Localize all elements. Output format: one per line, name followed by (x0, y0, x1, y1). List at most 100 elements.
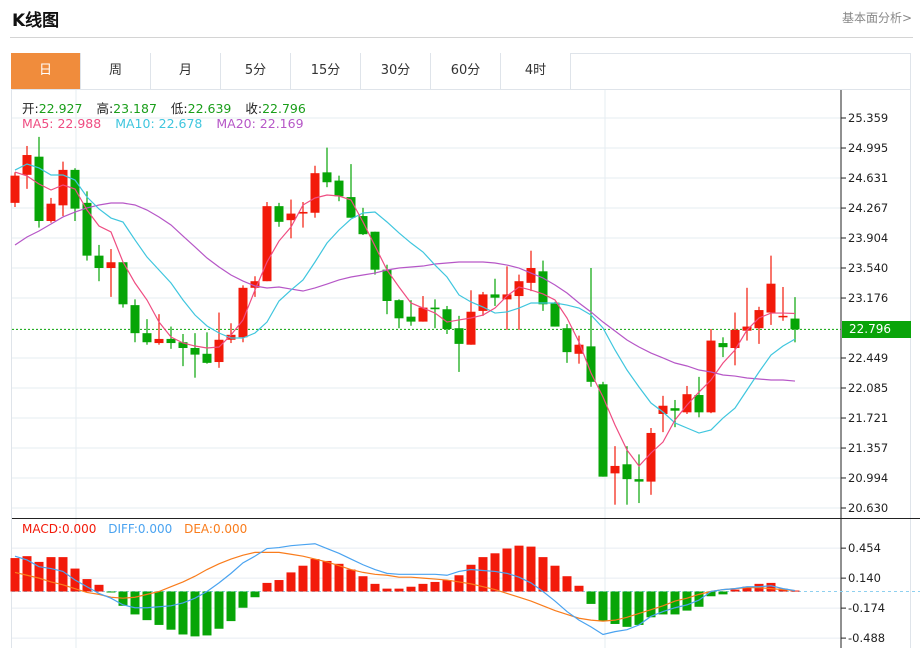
macd-bar (478, 557, 488, 592)
candle-up (214, 339, 224, 363)
candle-down (334, 180, 344, 197)
macd-bar (514, 545, 524, 592)
tab-4hour[interactable]: 4时 (501, 53, 571, 89)
macd-bar (46, 557, 56, 592)
macd-bar (154, 591, 164, 625)
macd-bar (538, 557, 548, 592)
close-value: 22.796 (262, 101, 306, 116)
macd-tick-label: 0.454 (848, 541, 881, 555)
macd-bar (502, 548, 512, 592)
candle-down (538, 271, 548, 305)
fundamental-analysis-link[interactable]: 基本面分析> (841, 11, 912, 25)
candle-up (658, 405, 668, 414)
price-tick-label: 24.995 (848, 141, 888, 155)
candle-down (586, 346, 596, 382)
candle-up (742, 326, 752, 331)
macd-bar (370, 583, 380, 592)
candle-up (502, 294, 512, 300)
tab-15min[interactable]: 15分 (291, 53, 361, 89)
candle-down (454, 328, 464, 344)
close-label: 收: (245, 101, 263, 116)
macd-bar (658, 591, 668, 615)
macd-bar (394, 588, 404, 592)
ohlc-info: 开:22.927 高:23.187 低:22.639 收:22.796 (22, 98, 316, 117)
macd-bar (310, 559, 320, 592)
price-tick-label: 21.357 (848, 441, 888, 455)
macd-bar (262, 582, 272, 592)
tab-5min[interactable]: 5分 (221, 53, 291, 89)
macd-bar (682, 591, 692, 611)
macd-bar (22, 556, 32, 592)
candle-down (718, 343, 728, 348)
macd-legend-diff: DIFF:0.000 (108, 522, 173, 536)
low-value: 22.639 (187, 101, 232, 116)
candle-down (94, 255, 104, 269)
macd-bar (670, 591, 680, 615)
macd-bar (142, 591, 152, 621)
candle-up (226, 334, 236, 340)
candle-down (442, 309, 452, 330)
high-value: 23.187 (113, 101, 157, 116)
candle-up (526, 268, 536, 283)
candle-down (550, 302, 560, 327)
macd-bar (418, 583, 428, 592)
macd-legend-dea: DEA:0.000 (184, 522, 248, 536)
macd-bar (646, 591, 656, 618)
candle-up (466, 311, 476, 345)
candle-up (682, 394, 692, 413)
candle-down (346, 197, 356, 218)
macd-bar (322, 560, 332, 592)
macd-bar (706, 591, 716, 597)
macd-bar (226, 591, 236, 622)
candle-down (430, 307, 440, 310)
candle-up (610, 465, 620, 474)
candle-down (406, 316, 416, 322)
candle-down (598, 384, 608, 477)
ma5-legend: MA5: 22.988 (22, 116, 102, 131)
divider (10, 37, 913, 38)
macd-bar (10, 558, 20, 592)
macd-bar (766, 582, 776, 592)
macd-bar (298, 565, 308, 592)
macd-bar (34, 561, 44, 592)
ma10-line (14, 163, 796, 434)
candle-down (190, 348, 200, 355)
macd-bar (430, 581, 440, 592)
price-tick-label: 23.904 (848, 231, 888, 245)
candle-up (22, 155, 32, 175)
ma20-line (14, 202, 796, 382)
open-label: 开: (22, 101, 39, 116)
macd-bar (622, 591, 632, 627)
candle-up (310, 173, 320, 213)
tab-day[interactable]: 日 (11, 53, 81, 89)
macd-bar (382, 588, 392, 592)
tab-month[interactable]: 月 (151, 53, 221, 89)
candle-down (562, 328, 572, 353)
tab-week[interactable]: 周 (81, 53, 151, 89)
ma-legend: MA5: 22.988 MA10: 22.678 MA20: 22.169 (22, 116, 304, 131)
candle-down (670, 408, 680, 411)
candle-up (58, 169, 68, 206)
macd-tick-label: -0.174 (848, 601, 885, 615)
macd-bar (202, 591, 212, 636)
candle-down (790, 318, 800, 330)
macd-bar (694, 591, 704, 607)
high-label: 高: (96, 101, 114, 116)
candle-down (322, 172, 332, 183)
price-tick-label: 22.085 (848, 381, 888, 395)
macd-bar (178, 591, 188, 635)
macd-bar (562, 576, 572, 592)
page-title: K线图 (12, 11, 60, 31)
macd-legend-macd: MACD:0.000 (22, 522, 97, 536)
macd-bar (742, 586, 752, 592)
macd-tick-label: -0.488 (848, 631, 885, 645)
tab-30min[interactable]: 30分 (361, 53, 431, 89)
price-tick-label: 24.631 (848, 171, 888, 185)
candle-up (514, 281, 524, 297)
macd-bar (634, 591, 644, 625)
candle-down (166, 338, 176, 344)
tab-60min[interactable]: 60分 (431, 53, 501, 89)
macd-bar (334, 563, 344, 592)
macd-bar (82, 579, 92, 592)
